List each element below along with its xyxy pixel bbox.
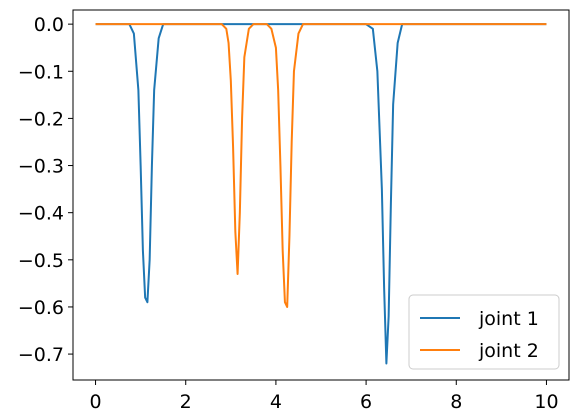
series-layer [95,23,547,365]
x-tick-label: 2 [180,391,192,413]
series-line-joint-2 [95,23,547,308]
y-tick-label: −0.3 [18,156,64,178]
legend: joint 1 joint 2 [408,294,560,370]
y-tick-label: −0.2 [18,108,64,130]
series-line-joint-1 [95,23,547,365]
x-tick-label: 6 [360,391,372,413]
y-tick-label: −0.5 [18,250,64,272]
y-tick-label: −0.7 [18,344,64,366]
y-tick-label: 0.0 [34,14,64,36]
y-tick-label: −0.6 [18,297,64,319]
legend-label-joint-2: joint 2 [478,340,539,362]
x-axis: 0 2 4 6 8 10 [89,380,559,413]
x-tick-label: 0 [89,391,101,413]
x-tick-label: 4 [270,391,282,413]
plot-frame [72,9,570,381]
x-tick-label: 10 [534,391,558,413]
y-axis: 0.0 −0.1 −0.2 −0.3 −0.4 −0.5 −0.6 −0.7 [18,14,73,366]
legend-label-joint-1: joint 1 [478,308,539,330]
x-tick-label: 8 [450,391,462,413]
y-tick-label: −0.1 [18,61,64,83]
y-tick-label: −0.4 [18,203,64,225]
